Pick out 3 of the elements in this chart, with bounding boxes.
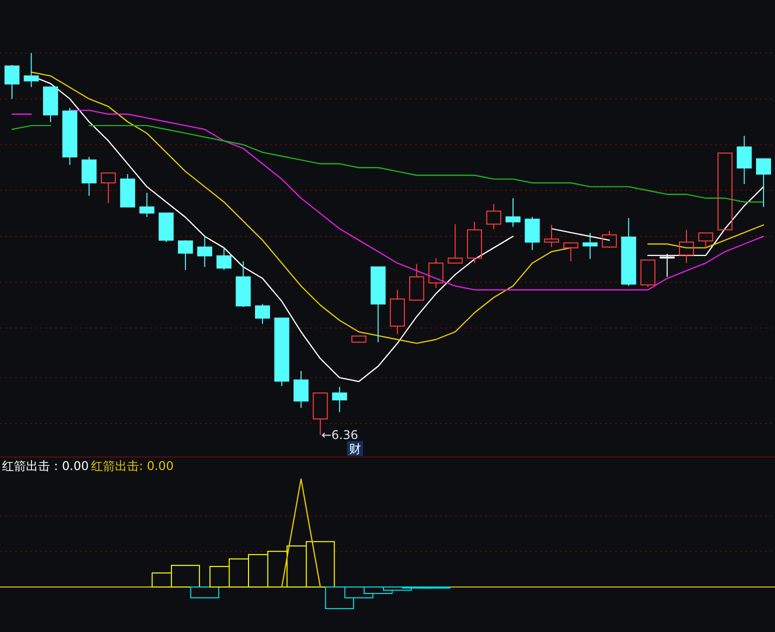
text: 红箭出击：0.00 xyxy=(2,459,89,473)
annotation: ←6.36 xyxy=(321,428,358,442)
text: 红箭出击: 0.00 xyxy=(91,459,174,473)
